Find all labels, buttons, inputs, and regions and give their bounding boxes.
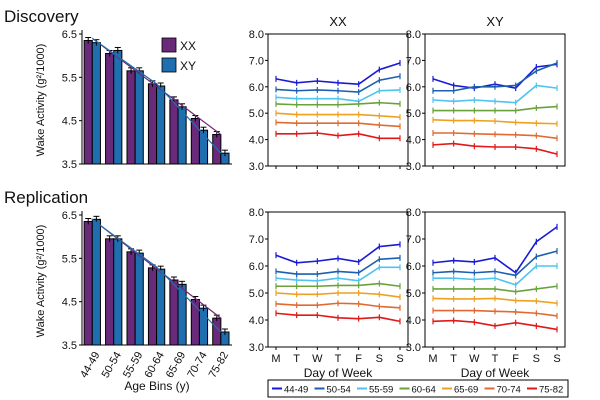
bar-xy xyxy=(113,49,123,165)
line-y-tick-label: 4.0 xyxy=(406,315,421,327)
line-y-tick-label: 6.0 xyxy=(249,82,264,94)
bar-xx xyxy=(126,251,136,346)
line-y-tick-label: 5.0 xyxy=(249,108,264,120)
bar-xx xyxy=(126,70,136,165)
line-y-tick-label: 5.0 xyxy=(249,288,264,300)
line-y-tick-label: 4.0 xyxy=(249,315,264,327)
bar-xx xyxy=(105,238,115,346)
trend-line-xx xyxy=(91,37,222,136)
section-title-discovery: Discovery xyxy=(4,7,79,26)
bar-xx xyxy=(147,83,158,165)
bar-xy xyxy=(91,218,101,346)
bar-y-tick-label: 5.5 xyxy=(62,72,77,84)
bar-xx xyxy=(83,221,93,346)
line-x-tick-label: W xyxy=(312,353,323,365)
line-y-tick-label: 3.0 xyxy=(406,342,421,354)
line-y-tick-label: 8.0 xyxy=(249,207,264,219)
wake-axis-label-bottom: Wake Activity (g²/1000) xyxy=(35,225,47,338)
series-legend-label-65-69: 65-69 xyxy=(454,385,478,396)
panel-title: XY xyxy=(486,14,504,29)
line-x-tick-label: S xyxy=(376,353,383,365)
bar-xx xyxy=(169,99,179,165)
line-y-tick-label: 7.0 xyxy=(249,55,264,67)
bar-legend-label-xx: XX xyxy=(180,39,196,53)
bar-x-tick-label: 50-54 xyxy=(100,350,124,380)
line-y-tick-label: 3.0 xyxy=(249,161,264,173)
series-legend-label-44-49: 44-49 xyxy=(284,385,308,396)
line-x-tick-label: M xyxy=(428,353,437,365)
line-y-tick-label: 4.0 xyxy=(249,135,264,147)
bar-xy xyxy=(134,252,144,346)
bar-legend-label-xy: XY xyxy=(180,59,196,73)
bar-y-tick-label: 6.5 xyxy=(62,210,77,222)
panel-title: XX xyxy=(329,14,347,29)
bar-xy xyxy=(177,106,187,165)
line-y-tick-label: 5.0 xyxy=(406,288,421,300)
line-y-tick-label: 4.0 xyxy=(406,135,421,147)
bar-xy xyxy=(91,42,101,165)
bar-y-tick-label: 6.5 xyxy=(62,29,77,41)
line-y-tick-label: 5.0 xyxy=(406,108,421,120)
line-y-tick-label: 6.0 xyxy=(406,82,421,94)
bar-legend-swatch-xy xyxy=(161,57,177,73)
series-legend-label-70-74: 70-74 xyxy=(497,385,521,396)
bar-y-tick-label: 5.5 xyxy=(62,253,77,265)
line-x-tick-label: S xyxy=(533,353,540,365)
bar-xy xyxy=(156,268,166,346)
line-x-tick-label: S xyxy=(553,353,560,365)
bar-x-tick-label: 65-69 xyxy=(164,350,188,380)
line-y-tick-label: 3.0 xyxy=(406,161,421,173)
series-legend-label-60-64: 60-64 xyxy=(412,385,436,396)
bar-y-tick-label: 3.5 xyxy=(62,159,77,171)
line-x-tick-label: T xyxy=(293,353,300,365)
bar-x-tick-label: 44-49 xyxy=(78,350,102,380)
section-title-replication: Replication xyxy=(4,188,88,207)
bar-x-tick-label: 75-82 xyxy=(207,350,231,380)
line-x-tick-label: M xyxy=(271,353,280,365)
series-legend-box xyxy=(267,379,569,398)
bar-xx xyxy=(83,40,93,165)
line-x-tick-label: S xyxy=(396,353,403,365)
line-y-tick-label: 6.0 xyxy=(249,261,264,273)
bar-xx xyxy=(147,267,158,346)
bar-xy xyxy=(156,85,166,165)
bar-y-tick-label: 4.5 xyxy=(62,116,77,128)
bar-y-tick-label: 4.5 xyxy=(62,297,77,309)
trend-line-xy xyxy=(91,218,222,333)
bar-xx xyxy=(105,53,115,165)
bar-xy xyxy=(113,238,123,346)
wake-axis-label-top: Wake Activity (g²/1000) xyxy=(35,44,47,157)
series-legend-label-50-54: 50-54 xyxy=(327,385,351,396)
bar-x-tick-label: 70-74 xyxy=(185,350,209,380)
trend-line-xy xyxy=(91,37,222,154)
line-y-tick-label: 8.0 xyxy=(406,207,421,219)
bar-xy xyxy=(134,70,144,165)
age-axis-label: Age Bins (y) xyxy=(124,379,189,393)
series-legend-label-55-59: 55-59 xyxy=(369,385,393,396)
bar-x-tick-label: 60-64 xyxy=(142,350,166,380)
line-y-tick-label: 7.0 xyxy=(249,234,264,246)
line-x-tick-label: W xyxy=(469,353,480,365)
line-x-axis-label: Day of Week xyxy=(304,366,373,380)
line-x-tick-label: F xyxy=(512,353,519,365)
line-y-tick-label: 7.0 xyxy=(406,55,421,67)
line-x-tick-label: T xyxy=(450,353,457,365)
series-legend-label-75-82: 75-82 xyxy=(539,385,563,396)
line-y-tick-label: 8.0 xyxy=(406,29,421,41)
line-x-axis-label: Day of Week xyxy=(461,366,530,380)
line-x-tick-label: T xyxy=(492,353,499,365)
line-y-tick-label: 3.0 xyxy=(249,342,264,354)
bar-y-tick-label: 3.5 xyxy=(62,340,77,352)
bar-legend-swatch-xx xyxy=(161,37,177,53)
bar-xx xyxy=(169,279,179,346)
line-x-tick-label: T xyxy=(335,353,342,365)
line-y-tick-label: 8.0 xyxy=(249,29,264,41)
line-y-tick-label: 7.0 xyxy=(406,234,421,246)
bar-x-tick-label: 55-59 xyxy=(121,350,145,380)
line-y-tick-label: 6.0 xyxy=(406,261,421,273)
line-x-tick-label: F xyxy=(355,353,362,365)
